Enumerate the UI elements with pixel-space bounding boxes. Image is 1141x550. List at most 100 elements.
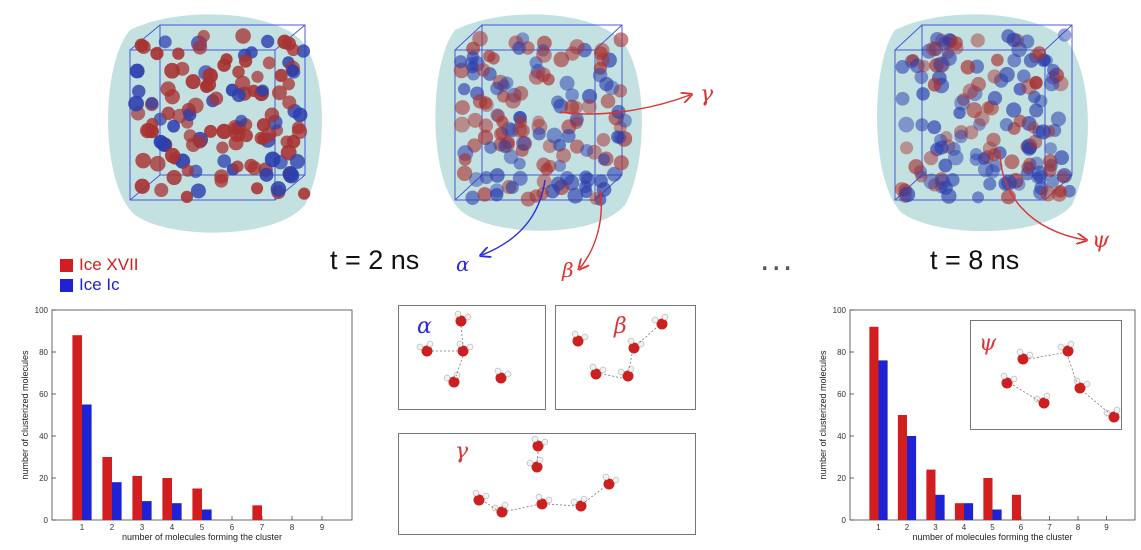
- hydrogen-atom: [545, 496, 553, 504]
- molecule: [1044, 142, 1057, 155]
- molecule: [597, 153, 610, 166]
- y-tick-label: 100: [35, 306, 49, 315]
- molecule: [916, 87, 930, 101]
- x-tick-label: 5: [200, 523, 205, 532]
- legend-item-ice-ic: Ice Ic: [60, 275, 139, 295]
- molecule: [977, 161, 994, 178]
- molecule: [469, 172, 484, 187]
- molecule: [953, 106, 966, 120]
- x-tick-label: 3: [140, 523, 145, 532]
- molecule: [254, 131, 268, 145]
- molecule: [570, 116, 583, 129]
- molecule: [239, 129, 253, 143]
- legend-item-ice-xvii: Ice XVII: [60, 255, 139, 275]
- molecule: [490, 168, 505, 183]
- hydrogen-atom: [1103, 409, 1111, 417]
- oxygen-atom: [448, 376, 460, 388]
- hydrogen-atom: [464, 313, 472, 321]
- molecule: [158, 35, 172, 49]
- molecule: [596, 132, 611, 147]
- hydrogen-atom: [617, 368, 625, 376]
- molecule: [490, 81, 504, 96]
- y-tick-label: 20: [837, 474, 846, 483]
- molecule: [966, 102, 983, 119]
- oxygen-atom: [1074, 382, 1086, 394]
- molecule: [915, 118, 929, 132]
- molecule: [466, 50, 480, 64]
- molecule: [262, 56, 276, 70]
- molecule: [167, 119, 181, 133]
- molecule: [613, 32, 629, 48]
- hydrogen-atom: [602, 473, 610, 481]
- molecule: [927, 120, 942, 135]
- molecule: [592, 67, 608, 83]
- beta-label: β: [562, 258, 574, 282]
- oxygen-atom: [531, 461, 543, 473]
- time-label-8ns: t = 8 ns: [930, 245, 1020, 275]
- y-tick-label: 100: [833, 306, 847, 315]
- molecule: [983, 177, 997, 191]
- molecule: [238, 54, 253, 68]
- molecule: [1017, 69, 1031, 83]
- bar-ice-ic: [112, 482, 122, 520]
- molecule: [250, 182, 264, 195]
- hydrogen-atom: [541, 438, 549, 446]
- hydrogen-atom: [627, 365, 635, 373]
- molecule: [954, 94, 970, 111]
- inset-alpha: α: [398, 305, 546, 410]
- molecule: [280, 135, 294, 149]
- molecule: [1046, 175, 1060, 188]
- molecule: [296, 44, 311, 58]
- hydrogen-atom: [536, 456, 544, 464]
- bar-ice-ic: [992, 509, 1002, 520]
- bar-ice-xvii: [869, 326, 879, 520]
- molecule: [945, 173, 960, 187]
- oxygen-atom: [532, 440, 544, 452]
- x-tick-label: 4: [962, 523, 967, 532]
- hydrogen-atom: [1073, 377, 1081, 385]
- molecule: [1021, 161, 1034, 174]
- molecule: [190, 183, 206, 199]
- molecule: [247, 161, 262, 176]
- molecule: [231, 88, 246, 103]
- y-axis-label: number of clusterized molecules: [20, 350, 30, 480]
- molecule: [134, 178, 150, 194]
- molecule: [1040, 185, 1056, 202]
- hydrogen-bond: [1028, 352, 1063, 360]
- molecule: [520, 191, 536, 207]
- bar-ice-ic: [142, 501, 152, 520]
- oxygen-atom: [622, 370, 634, 382]
- molecule: [1013, 82, 1027, 96]
- molecule: [957, 93, 970, 106]
- hydrogen-atom: [651, 316, 659, 324]
- molecule: [264, 107, 280, 123]
- molecule: [217, 154, 232, 168]
- bar-ice-xvii: [162, 478, 172, 520]
- hydrogen-atom: [570, 498, 578, 506]
- bar-chart-2ns: 0 20 40 60 80 100 1 2 3 4 5 6 7 8 9 number of molecules…: [20, 306, 353, 542]
- molecule: [477, 129, 494, 146]
- molecule: [972, 191, 985, 204]
- y-tick-label: 0: [44, 516, 49, 525]
- molecule: [949, 36, 963, 50]
- molecule: [187, 97, 204, 114]
- molecule: [987, 91, 1003, 106]
- molecule: [465, 190, 480, 205]
- molecule: [232, 65, 245, 79]
- y-tick-label: 80: [837, 348, 846, 357]
- y-tick-label: 60: [39, 390, 48, 399]
- molecule: [923, 150, 939, 166]
- x-axis-label: number of molecules forming the cluster: [912, 532, 1072, 542]
- molecule: [1022, 161, 1035, 175]
- molecule: [613, 84, 628, 98]
- molecule: [153, 134, 168, 149]
- bar-ice-xvii: [897, 415, 907, 520]
- hydrogen-atom: [504, 370, 512, 378]
- molecule: [458, 153, 472, 166]
- molecule: [161, 106, 176, 121]
- molecule: [569, 139, 585, 154]
- molecule: [1034, 94, 1048, 108]
- molecule: [606, 166, 622, 182]
- molecule: [270, 181, 287, 197]
- hydrogen-atom: [466, 343, 474, 351]
